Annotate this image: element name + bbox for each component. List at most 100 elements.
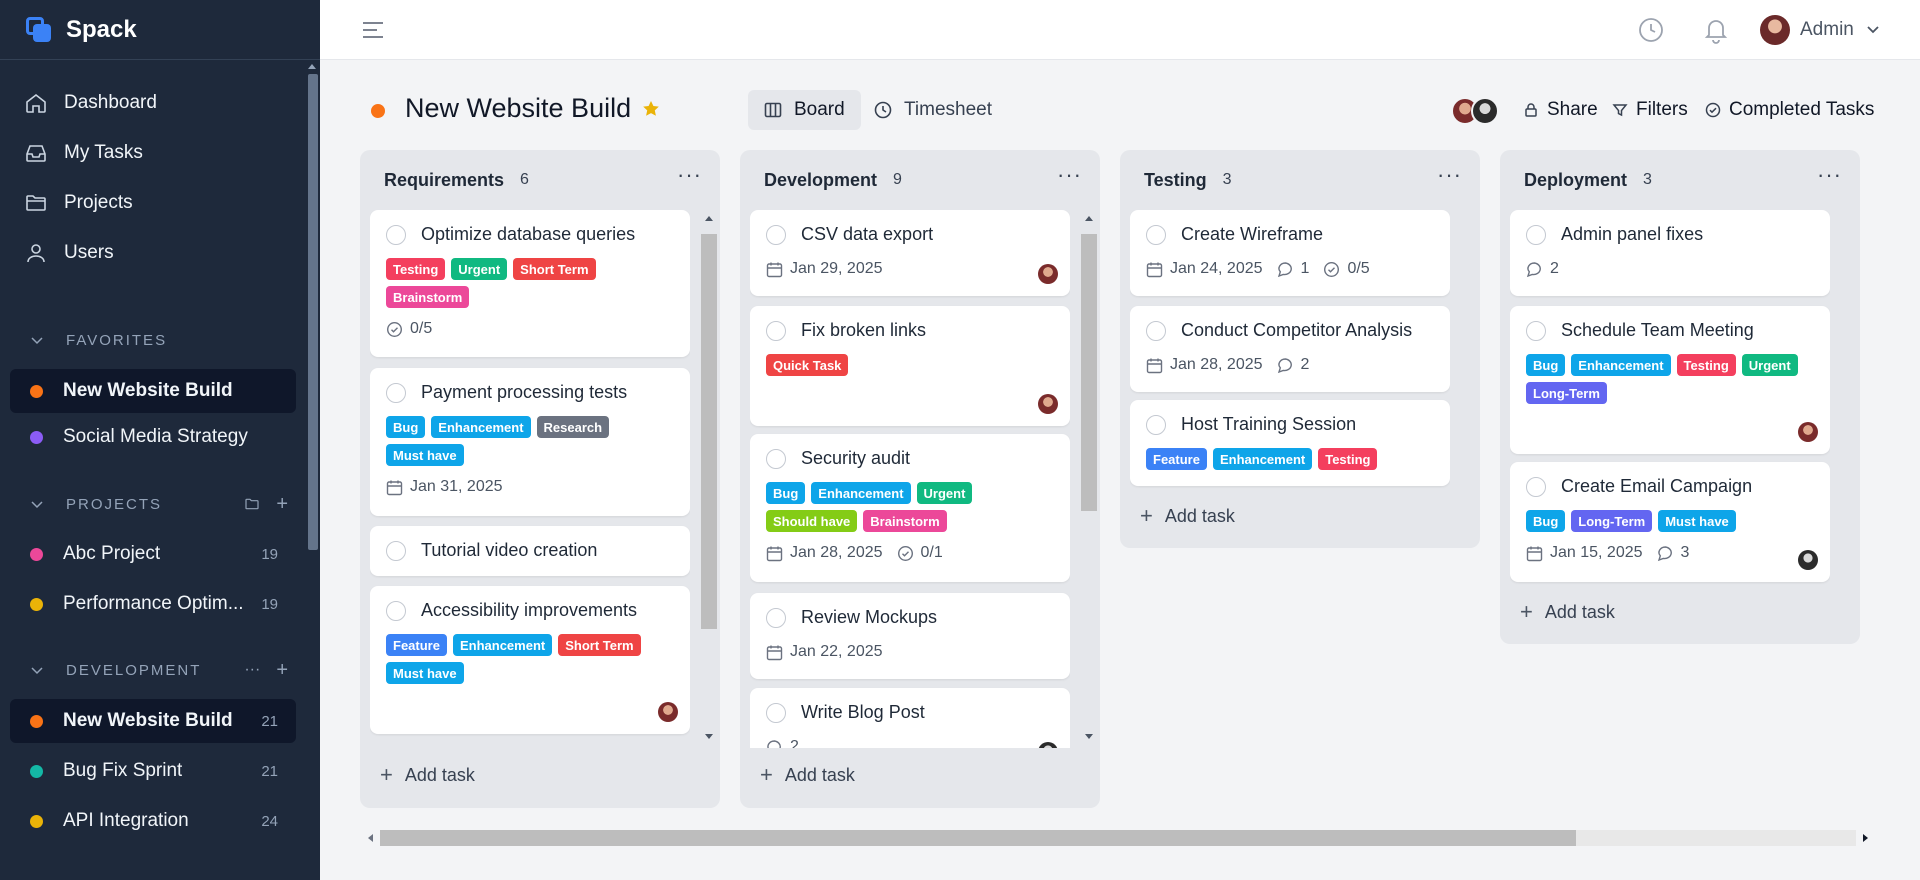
- development-section-header[interactable]: DEVELOPMENT ··· +: [30, 658, 288, 682]
- scroll-thumb[interactable]: [1081, 234, 1097, 511]
- tag-badge: Bug: [766, 482, 806, 504]
- completed-tasks-button[interactable]: Completed Tasks: [1705, 98, 1874, 122]
- user-name[interactable]: Admin: [1800, 19, 1854, 40]
- task-card[interactable]: Conduct Competitor Analysis Jan 28, 2025 2: [1130, 306, 1450, 392]
- card-list-scrollbar[interactable]: [1078, 216, 1097, 740]
- more-options-icon[interactable]: ···: [244, 661, 261, 678]
- complete-task-checkbox[interactable]: [1526, 320, 1546, 341]
- scroll-down-icon[interactable]: [705, 734, 713, 739]
- task-card[interactable]: Review Mockups Jan 22, 2025: [750, 593, 1070, 679]
- assignee-avatar[interactable]: [1038, 394, 1058, 414]
- add-task-button[interactable]: + Add task: [1520, 600, 1615, 624]
- project-item-performance[interactable]: Performance Optim... 19: [10, 582, 296, 626]
- projects-section-header[interactable]: PROJECTS +: [30, 492, 288, 516]
- project-item-abc-project[interactable]: Abc Project 19: [10, 532, 296, 576]
- favorite-item-new-website-build[interactable]: New Website Build: [10, 369, 296, 413]
- scroll-thumb[interactable]: [380, 830, 1576, 846]
- nav-my-tasks[interactable]: My Tasks: [24, 138, 143, 168]
- chevron-down-icon: [31, 337, 43, 345]
- complete-task-checkbox[interactable]: [1146, 224, 1166, 245]
- dev-item-bug-fix-sprint[interactable]: Bug Fix Sprint 21: [10, 749, 296, 793]
- scroll-up-icon[interactable]: [1085, 216, 1093, 221]
- scroll-up-icon[interactable]: [705, 216, 713, 221]
- assignee-avatar[interactable]: [1038, 742, 1058, 748]
- scroll-right-icon[interactable]: [1863, 834, 1868, 842]
- scroll-down-icon[interactable]: [1085, 734, 1093, 739]
- topbar: Admin: [320, 0, 1920, 60]
- bell-icon[interactable]: [1702, 16, 1730, 44]
- complete-task-checkbox[interactable]: [386, 540, 406, 561]
- column-title: Requirements: [384, 169, 505, 190]
- task-card[interactable]: Tutorial video creation: [370, 526, 690, 576]
- task-card[interactable]: Fix broken links Quick Task: [750, 306, 1070, 426]
- star-icon[interactable]: [641, 99, 661, 119]
- filters-button[interactable]: Filters: [1612, 98, 1688, 122]
- clock-icon[interactable]: [1637, 16, 1665, 44]
- task-tags: Bug Enhancement Urgent Should have Brainstor…: [766, 482, 1056, 532]
- complete-task-checkbox[interactable]: [766, 607, 786, 628]
- add-project-icon[interactable]: +: [276, 658, 288, 681]
- more-options-icon[interactable]: ···: [1817, 162, 1842, 187]
- card-list: CSV data export Jan 29, 2025 Fix broken li…: [750, 210, 1070, 748]
- dev-item-new-website-build[interactable]: New Website Build 21: [10, 699, 296, 743]
- chevron-down-icon[interactable]: [1866, 22, 1880, 36]
- task-checklist-value: 0/5: [1347, 260, 1370, 277]
- more-options-icon[interactable]: ···: [1437, 162, 1462, 187]
- sidebar-scroll-up-icon[interactable]: [308, 64, 316, 69]
- brand[interactable]: Spack: [0, 0, 320, 60]
- add-task-button[interactable]: + Add task: [1140, 504, 1235, 528]
- assignee-avatar[interactable]: [1798, 550, 1818, 570]
- nav-users[interactable]: Users: [24, 238, 114, 268]
- complete-task-checkbox[interactable]: [386, 600, 406, 621]
- complete-task-checkbox[interactable]: [386, 224, 406, 245]
- board-horizontal-scrollbar[interactable]: [368, 828, 1868, 848]
- complete-task-checkbox[interactable]: [766, 702, 786, 723]
- more-options-icon[interactable]: ···: [1057, 162, 1082, 187]
- task-card[interactable]: Create Wireframe Jan 24, 2025 1 0/5: [1130, 210, 1450, 296]
- task-card[interactable]: Create Email Campaign Bug Long-Term Must ha…: [1510, 462, 1830, 582]
- more-options-icon[interactable]: ···: [677, 162, 702, 187]
- favorite-item-social-media-strategy[interactable]: Social Media Strategy: [10, 415, 296, 459]
- tab-timesheet[interactable]: Timesheet: [858, 90, 1008, 130]
- assignee-avatar[interactable]: [658, 702, 678, 722]
- add-task-button[interactable]: + Add task: [760, 763, 855, 787]
- complete-task-checkbox[interactable]: [1526, 224, 1546, 245]
- complete-task-checkbox[interactable]: [1146, 320, 1166, 341]
- task-card[interactable]: Optimize database queries Testing Urgent Sh…: [370, 210, 690, 357]
- task-title-text: Optimize database queries: [421, 224, 636, 244]
- task-card[interactable]: Host Training Session Feature Enhancement T…: [1130, 400, 1450, 486]
- user-avatar[interactable]: [1760, 15, 1790, 45]
- new-folder-icon[interactable]: [244, 496, 260, 512]
- complete-task-checkbox[interactable]: [386, 382, 406, 403]
- task-tags: Bug Long-Term Must have: [1526, 510, 1816, 532]
- task-card[interactable]: Admin panel fixes 2: [1510, 210, 1830, 296]
- menu-icon[interactable]: [362, 20, 384, 40]
- tab-board[interactable]: Board: [748, 90, 861, 130]
- card-list-scrollbar[interactable]: [698, 216, 717, 740]
- task-card[interactable]: Write Blog Post 2: [750, 688, 1070, 748]
- complete-task-checkbox[interactable]: [766, 320, 786, 341]
- task-card[interactable]: Security audit Bug Enhancement Urgent Should…: [750, 434, 1070, 582]
- nav-projects[interactable]: Projects: [24, 188, 133, 218]
- sidebar-scrollbar[interactable]: [308, 74, 318, 550]
- nav-dashboard[interactable]: Dashboard: [24, 88, 157, 118]
- task-card[interactable]: Accessibility improvements Feature Enhance…: [370, 586, 690, 734]
- scroll-left-icon[interactable]: [368, 834, 373, 842]
- task-card[interactable]: CSV data export Jan 29, 2025: [750, 210, 1070, 296]
- complete-task-checkbox[interactable]: [1146, 414, 1166, 435]
- complete-task-checkbox[interactable]: [1526, 476, 1546, 497]
- task-card[interactable]: Payment processing tests Bug Enhancement Re…: [370, 368, 690, 516]
- task-card[interactable]: Schedule Team Meeting Bug Enhancement Testi…: [1510, 306, 1830, 454]
- scroll-thumb[interactable]: [701, 234, 717, 629]
- add-project-icon[interactable]: +: [276, 492, 288, 515]
- share-button[interactable]: Share: [1523, 98, 1598, 122]
- assignee-avatar[interactable]: [1798, 422, 1818, 442]
- member-avatar[interactable]: [1471, 97, 1499, 125]
- dev-item-api-integration[interactable]: API Integration 24: [10, 799, 296, 843]
- assignee-avatar[interactable]: [1038, 264, 1058, 284]
- complete-task-checkbox[interactable]: [766, 224, 786, 245]
- favorites-section-header[interactable]: FAVORITES: [30, 328, 288, 352]
- complete-task-checkbox[interactable]: [766, 448, 786, 469]
- lock-icon: [1525, 103, 1537, 117]
- add-task-button[interactable]: + Add task: [380, 763, 475, 787]
